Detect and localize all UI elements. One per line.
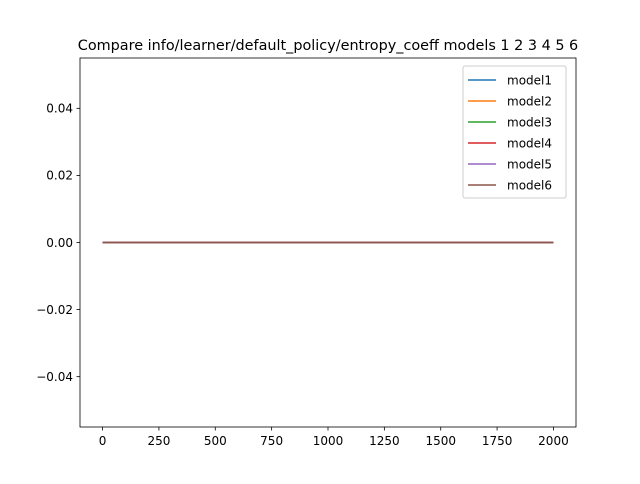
y-tick-label: 0.00 <box>46 236 73 250</box>
legend-label: model1 <box>507 74 552 88</box>
y-axis: 0.04 0.02 0.00 −0.02 −0.04 <box>36 102 80 384</box>
x-axis: 0 250 500 750 1000 1250 1500 1750 2000 <box>99 427 569 448</box>
x-tick-label: 1250 <box>369 434 400 448</box>
x-tick-label: 2000 <box>538 434 569 448</box>
legend-label: model6 <box>507 179 552 193</box>
legend-label: model4 <box>507 137 552 151</box>
chart-title: Compare info/learner/default_policy/entr… <box>78 38 578 54</box>
x-tick-label: 500 <box>204 434 227 448</box>
y-tick-label: 0.04 <box>46 102 73 116</box>
y-tick-label: 0.02 <box>46 169 73 183</box>
legend-label: model3 <box>507 116 552 130</box>
x-tick-label: 1000 <box>313 434 344 448</box>
y-tick-label: −0.04 <box>36 370 73 384</box>
y-tick-label: −0.02 <box>36 303 73 317</box>
legend-label: model5 <box>507 158 552 172</box>
x-tick-label: 1750 <box>482 434 513 448</box>
x-tick-label: 0 <box>99 434 107 448</box>
legend-box <box>462 65 567 199</box>
legend: model1 model2 model3 model4 model5 model6 <box>462 65 567 199</box>
legend-label: model2 <box>507 95 552 109</box>
x-tick-label: 750 <box>260 434 283 448</box>
x-tick-label: 1500 <box>425 434 456 448</box>
x-tick-label: 250 <box>147 434 170 448</box>
